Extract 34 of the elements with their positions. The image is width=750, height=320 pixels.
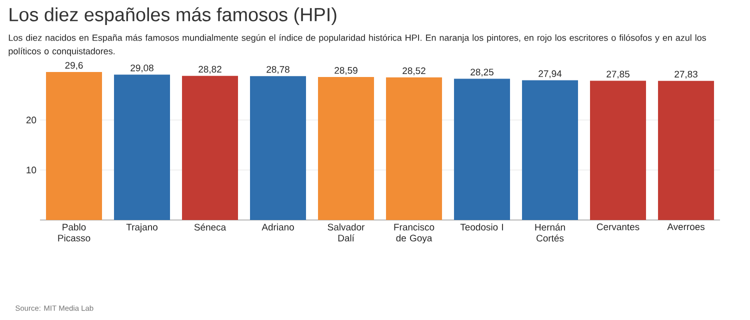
bar: [522, 80, 578, 220]
bar: [250, 76, 306, 220]
data-label: 29,6: [65, 62, 83, 70]
x-tick-label: Teodosio I: [460, 224, 503, 230]
chart-title: Los diez españoles más famosos (HPI): [10, 7, 336, 26]
y-tick-label: 10: [26, 166, 36, 174]
bar: [386, 77, 442, 220]
data-label: 28,82: [198, 66, 222, 74]
bar: [182, 76, 238, 220]
data-label: 27,94: [538, 70, 562, 78]
x-tick-label: Cervantes: [596, 224, 640, 230]
bar: [658, 80, 714, 220]
x-tick-label: Francisco de Goya: [394, 224, 434, 244]
data-label: 28,78: [266, 66, 290, 74]
data-label: 29,08: [130, 64, 154, 72]
y-tick-label: 20: [26, 116, 36, 124]
bar: [318, 77, 374, 220]
data-label: 28,52: [402, 67, 426, 76]
bar: [46, 72, 102, 220]
x-tick-label: Salvador Dalí: [328, 224, 365, 242]
bar: [454, 78, 510, 220]
data-label: 28,25: [470, 68, 494, 77]
data-label: 27,85: [606, 70, 630, 79]
bar: [114, 74, 170, 220]
x-tick-label: Séneca: [194, 224, 226, 231]
x-tick-label: Adriano: [262, 224, 294, 230]
x-tick-label: Pablo Picasso: [58, 224, 90, 242]
data-label: 28,59: [334, 67, 358, 75]
x-tick-label: Trajano: [126, 224, 158, 232]
chart-subtitle: Los diez nacidos en España más famosos mundialmente según el índice de popularidad histórica HPI. En naranja los pintores, en rojo los escritores o filósofos y en azul los políticos o conquistadores.: [8, 34, 706, 56]
data-label: 27,83: [674, 70, 698, 79]
x-tick-label: Hernán Cortés: [535, 224, 565, 242]
x-tick-label: Averroes: [667, 224, 705, 230]
bar: [590, 80, 646, 220]
